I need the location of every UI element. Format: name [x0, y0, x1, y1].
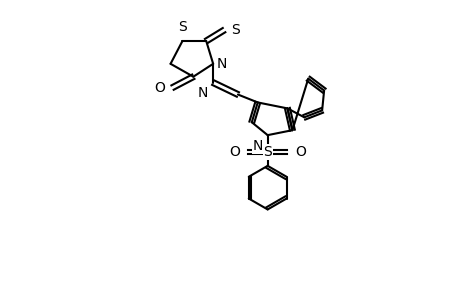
Text: S: S	[230, 23, 239, 37]
Text: N: N	[197, 85, 208, 100]
Text: O: O	[295, 145, 306, 159]
Text: O: O	[154, 81, 165, 94]
Text: N: N	[217, 57, 227, 71]
Text: S: S	[263, 145, 271, 159]
Text: N: N	[252, 139, 262, 153]
Text: S: S	[178, 20, 186, 34]
Text: O: O	[229, 145, 240, 159]
